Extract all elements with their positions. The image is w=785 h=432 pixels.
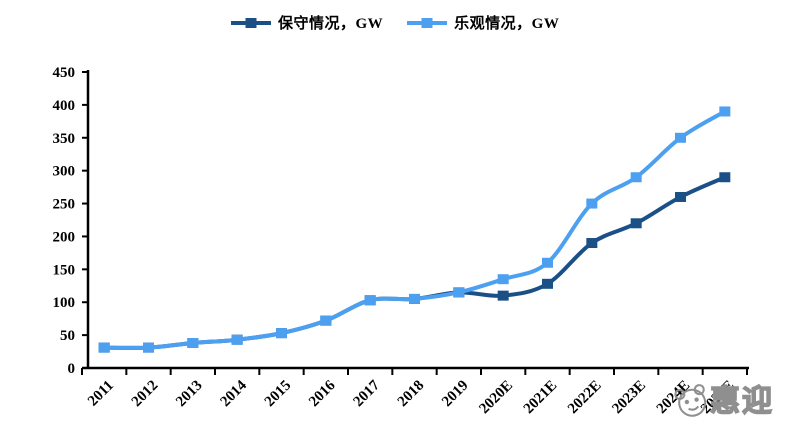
data-point-optimistic-2023E bbox=[630, 172, 642, 183]
legend-marker-optimistic bbox=[407, 17, 448, 28]
data-point-optimistic-2025E bbox=[719, 106, 731, 117]
x-axis-label-2014: 2014 bbox=[217, 377, 250, 410]
legend-item-conservative: 保守情况，GW bbox=[231, 12, 383, 33]
data-point-optimistic-2019 bbox=[453, 287, 465, 298]
x-axis-label-2016: 2016 bbox=[306, 377, 339, 410]
y-axis-label-0: 0 bbox=[68, 361, 76, 377]
y-axis-label-200: 200 bbox=[53, 229, 76, 245]
x-axis-label-2025E: 2025E bbox=[698, 378, 738, 418]
x-axis-label-2015: 2015 bbox=[262, 378, 295, 411]
data-point-optimistic-2011 bbox=[98, 342, 110, 353]
y-axis-label-450: 450 bbox=[53, 65, 76, 81]
x-axis-label-2011: 2011 bbox=[85, 378, 117, 410]
data-point-optimistic-2015 bbox=[276, 328, 287, 339]
data-point-conservative-2023E bbox=[630, 218, 642, 229]
legend-square-optimistic bbox=[421, 17, 433, 28]
chart-legend: 保守情况，GW 乐观情况，GW bbox=[231, 12, 559, 33]
data-point-optimistic-2017 bbox=[364, 295, 376, 306]
x-axis-label-2012: 2012 bbox=[129, 378, 162, 411]
data-point-conservative-2025E bbox=[719, 172, 731, 183]
x-axis-label-2018: 2018 bbox=[395, 378, 428, 411]
y-axis-label-50: 50 bbox=[60, 328, 75, 344]
legend-marker-conservative bbox=[231, 17, 271, 28]
y-axis-label-150: 150 bbox=[53, 262, 76, 278]
x-axis-label-2017: 2017 bbox=[350, 377, 383, 410]
legend-item-optimistic: 乐观情况，GW bbox=[407, 12, 559, 33]
legend-label-conservative: 保守情况，GW bbox=[278, 16, 384, 32]
data-point-optimistic-2014 bbox=[231, 334, 243, 345]
y-axis-label-350: 350 bbox=[53, 131, 76, 147]
data-point-optimistic-2020E bbox=[497, 274, 509, 285]
x-axis-label-2023E: 2023E bbox=[609, 378, 649, 418]
x-axis-label-2024E: 2024E bbox=[654, 378, 694, 418]
y-axis-label-250: 250 bbox=[53, 197, 76, 213]
series-line-optimistic bbox=[102, 109, 727, 350]
data-point-optimistic-2024E bbox=[675, 132, 686, 143]
x-axis-label-2021E: 2021E bbox=[521, 378, 561, 418]
data-point-optimistic-2013 bbox=[187, 338, 199, 349]
data-point-optimistic-2018 bbox=[409, 293, 420, 304]
x-axis-label-2019: 2019 bbox=[439, 378, 472, 411]
data-point-optimistic-2012 bbox=[143, 342, 154, 353]
data-point-optimistic-2016 bbox=[320, 315, 332, 326]
data-point-optimistic-2021E bbox=[542, 257, 553, 268]
legend-square-conservative bbox=[245, 17, 257, 28]
y-axis-label-100: 100 bbox=[53, 295, 76, 311]
y-axis-label-400: 400 bbox=[53, 98, 76, 114]
data-point-conservative-2020E bbox=[497, 290, 509, 301]
legend-label-optimistic: 乐观情况，GW bbox=[454, 16, 560, 32]
x-axis-label-2022E: 2022E bbox=[565, 378, 605, 418]
data-point-optimistic-2022E bbox=[586, 198, 598, 209]
data-point-conservative-2024E bbox=[675, 191, 686, 202]
data-point-conservative-2021E bbox=[542, 278, 553, 289]
y-axis-label-300: 300 bbox=[53, 164, 76, 180]
data-point-conservative-2022E bbox=[586, 238, 598, 249]
series-line-conservative bbox=[102, 175, 727, 350]
x-axis-label-2020E: 2020E bbox=[476, 378, 516, 418]
x-axis-label-2013: 2013 bbox=[173, 378, 206, 411]
